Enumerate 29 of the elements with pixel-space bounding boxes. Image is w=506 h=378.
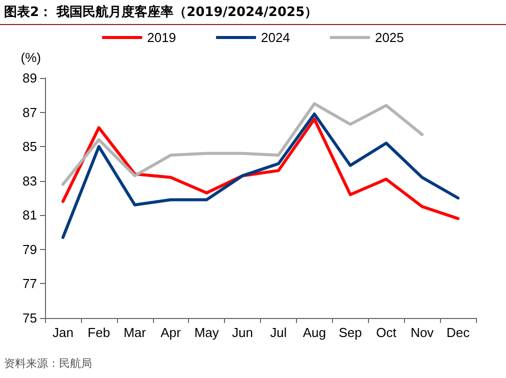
y-tick-label: 79 [22,242,37,257]
legend-label: 2019 [147,30,176,45]
x-tick-label: Jul [270,325,287,340]
line-series [61,102,424,186]
chart-title: 图表2： 我国民航月度客座率（2019/2024/2025） [4,4,318,21]
x-tick-label: Sep [338,325,362,340]
x-tick-label: Aug [302,325,326,340]
x-tick-label: Jan [52,325,74,340]
text: 资料来源：民航局 [4,356,92,371]
y-tick-label: 85 [22,139,37,154]
y-axis-title: (%) [20,50,41,65]
legend-label: 2025 [374,30,404,45]
x-tick-label: Oct [376,325,397,340]
x-tick-label: Apr [160,325,182,340]
y-tick-label: 81 [22,208,37,223]
x-tick-label: Feb [88,325,110,340]
x-tick-label: Jun [232,325,254,340]
x-tick-label: Dec [446,325,470,340]
x-tick-label: Mar [124,325,147,340]
y-tick-label: 75 [22,310,37,326]
line-series [61,112,460,239]
y-tick-label: 83 [22,173,37,188]
y-tick-label: 89 [22,70,37,86]
line-series [61,118,460,220]
y-tick-label: 77 [22,276,37,292]
x-tick-label: May [194,325,220,340]
legend-label: 2024 [261,30,290,45]
y-tick-label: 87 [22,104,37,120]
x-tick-label: Nov [410,325,434,340]
